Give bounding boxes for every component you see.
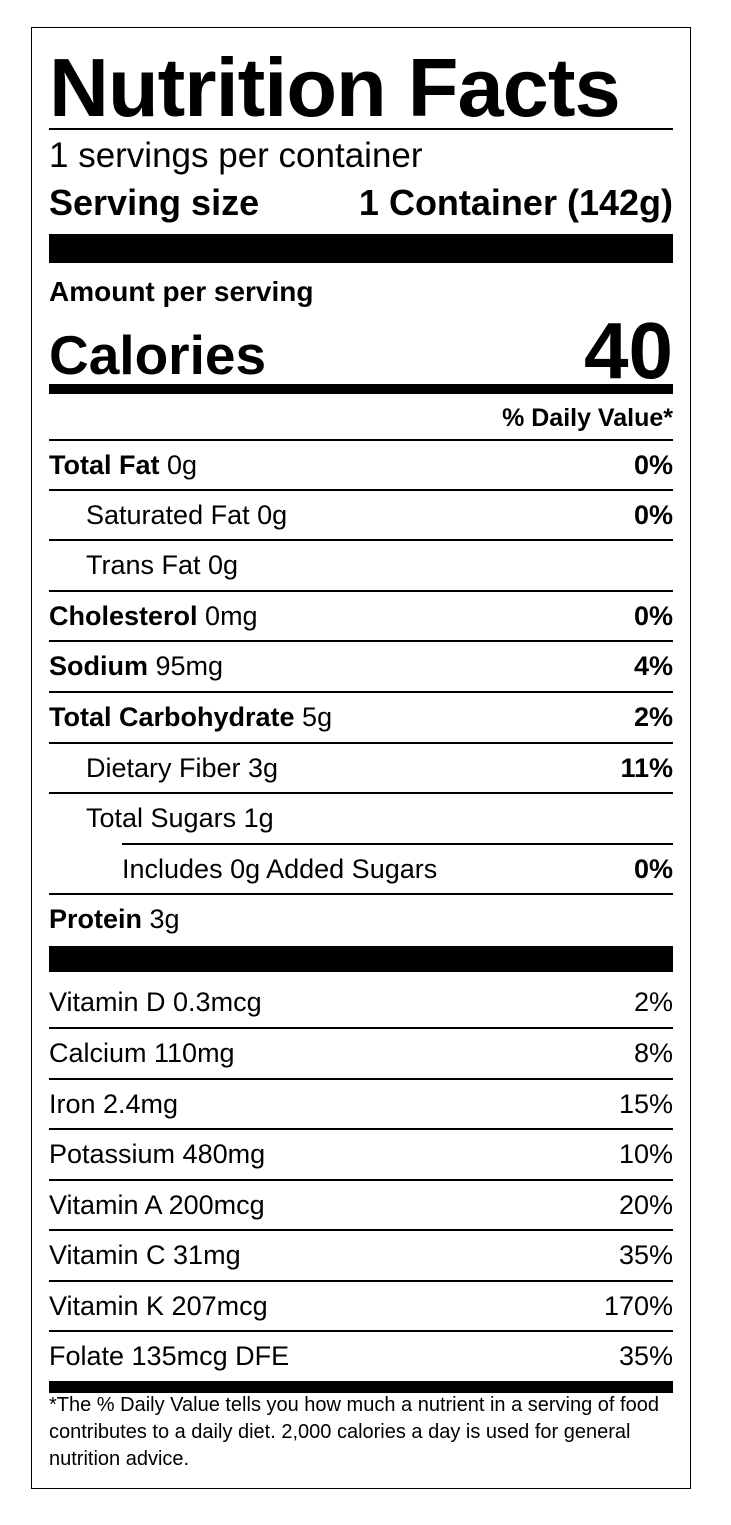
nutrition-facts-label: Nutrition Facts 1 servings per container… <box>31 27 691 1489</box>
vitamin-row: Vitamin D 0.3mcg 2% <box>49 977 673 1027</box>
vitamin-name: Iron 2.4mg <box>49 1089 179 1119</box>
vitamin-name: Vitamin C 31mg <box>49 1240 241 1270</box>
vitamin-name: Calcium 110mg <box>49 1038 235 1068</box>
nutrient-name: Saturated Fat 0g <box>86 500 288 530</box>
nutrient-amount: 5g <box>302 702 333 732</box>
vitamin-row: Potassium 480mg 10% <box>49 1129 673 1179</box>
nutrient-row-saturated-fat: Saturated Fat 0g 0% <box>49 490 673 540</box>
vitamin-row: Folate 135mcg DFE 35% <box>49 1331 673 1381</box>
divider-thin <box>122 843 673 845</box>
divider-thin <box>49 792 673 794</box>
nutrient-amount: 0g <box>167 450 198 480</box>
divider-thin <box>49 539 673 541</box>
nutrient-name: Cholesterol <box>49 601 198 631</box>
serving-size-row: Serving size 1 Container (142g) <box>49 181 673 225</box>
nutrient-daily-value: 0% <box>633 500 673 530</box>
vitamin-daily-value: 170% <box>603 1291 673 1321</box>
vitamin-row: Iron 2.4mg 15% <box>49 1079 673 1129</box>
nutrient-name: Includes 0g Added Sugars <box>122 854 438 884</box>
nutrient-daily-value: 11% <box>620 753 673 783</box>
vitamin-name: Vitamin K 207mcg <box>49 1291 268 1321</box>
divider-thin <box>49 489 673 491</box>
nutrient-name: Total Fat <box>49 450 160 480</box>
daily-value-footnote: *The % Daily Value tells you how much a … <box>49 1394 659 1470</box>
vitamin-daily-value: 35% <box>618 1240 673 1270</box>
divider-thick <box>49 234 673 263</box>
nutrient-amount: 3g <box>149 904 180 934</box>
daily-value-header: % Daily Value* <box>502 404 673 432</box>
nutrient-name: Total Sugars 1g <box>86 803 274 833</box>
divider-thin <box>49 1280 673 1282</box>
divider-thin <box>49 1229 673 1231</box>
divider-thin <box>49 1330 673 1332</box>
vitamin-daily-value: 2% <box>633 987 673 1017</box>
divider-thin <box>49 691 673 693</box>
divider-thin <box>49 1027 673 1029</box>
divider-thick <box>49 946 673 972</box>
vitamin-row: Vitamin K 207mcg 170% <box>49 1281 673 1331</box>
calories-value: 40 <box>584 306 673 395</box>
serving-size-value: 1 Container (142g) <box>358 182 673 223</box>
nutrient-row-total-carbohydrate: Total Carbohydrate 5g 2% <box>49 692 673 742</box>
nutrient-row-sodium: Sodium 95mg 4% <box>49 641 673 691</box>
vitamin-row: Vitamin C 31mg 35% <box>49 1230 673 1280</box>
nutrient-daily-value: 0% <box>633 601 673 631</box>
nutrient-daily-value: 4% <box>633 651 673 681</box>
divider-thin <box>49 439 673 441</box>
nutrient-row-trans-fat: Trans Fat 0g <box>49 540 673 590</box>
nutrient-name: Trans Fat 0g <box>86 550 239 580</box>
nutrient-row-total-sugars: Total Sugars 1g <box>49 793 673 843</box>
divider-thin <box>49 1078 673 1080</box>
vitamin-name: Vitamin D 0.3mcg <box>49 987 262 1017</box>
calories-label: Calories <box>49 324 267 386</box>
nutrient-daily-value: 0% <box>633 854 673 884</box>
nutrient-name: Sodium <box>49 651 148 681</box>
divider-medium <box>49 384 673 394</box>
vitamin-name: Folate 135mcg DFE <box>49 1341 290 1371</box>
nutrient-row-cholesterol: Cholesterol 0mg 0% <box>49 591 673 641</box>
divider-thin <box>49 1179 673 1181</box>
nutrient-name: Dietary Fiber 3g <box>86 753 279 783</box>
servings-per-container: 1 servings per container <box>49 136 423 175</box>
nutrient-amount: 0mg <box>205 601 258 631</box>
serving-size-label: Serving size <box>49 182 260 223</box>
vitamin-row: Vitamin A 200mcg 20% <box>49 1180 673 1230</box>
divider-thin <box>49 1128 673 1130</box>
nutrient-daily-value: 2% <box>633 702 673 732</box>
vitamin-name: Vitamin A 200mcg <box>49 1190 265 1220</box>
vitamin-daily-value: 35% <box>618 1341 673 1371</box>
divider-thin <box>49 128 673 130</box>
amount-per-serving: Amount per serving <box>49 276 314 307</box>
nutrient-name: Total Carbohydrate <box>49 702 295 732</box>
nutrient-name: Protein <box>49 904 143 934</box>
vitamin-name: Potassium 480mg <box>49 1139 266 1169</box>
nutrient-row-added-sugars: Includes 0g Added Sugars 0% <box>49 844 673 894</box>
vitamin-daily-value: 20% <box>618 1190 673 1220</box>
vitamin-daily-value: 8% <box>633 1038 673 1068</box>
vitamin-row: Calcium 110mg 8% <box>49 1028 673 1078</box>
divider-thin <box>49 893 673 895</box>
nutrient-daily-value: 0% <box>633 450 673 480</box>
divider-medium <box>49 1381 673 1393</box>
calories-row: Calories 40 <box>49 306 673 395</box>
nutrient-row-dietary-fiber: Dietary Fiber 3g 11% <box>49 743 673 793</box>
nutrient-row-total-fat: Total Fat 0g 0% <box>49 440 673 490</box>
divider-thin <box>49 640 673 642</box>
nutrient-amount: 95mg <box>155 651 224 681</box>
vitamin-daily-value: 15% <box>618 1089 673 1119</box>
divider-thin <box>49 742 673 744</box>
divider-thin <box>49 590 673 592</box>
label-content: Nutrition Facts 1 servings per container… <box>49 28 673 1488</box>
vitamin-daily-value: 10% <box>618 1139 673 1169</box>
nutrient-row-protein: Protein 3g <box>49 894 673 944</box>
label-title: Nutrition Facts <box>49 41 621 134</box>
